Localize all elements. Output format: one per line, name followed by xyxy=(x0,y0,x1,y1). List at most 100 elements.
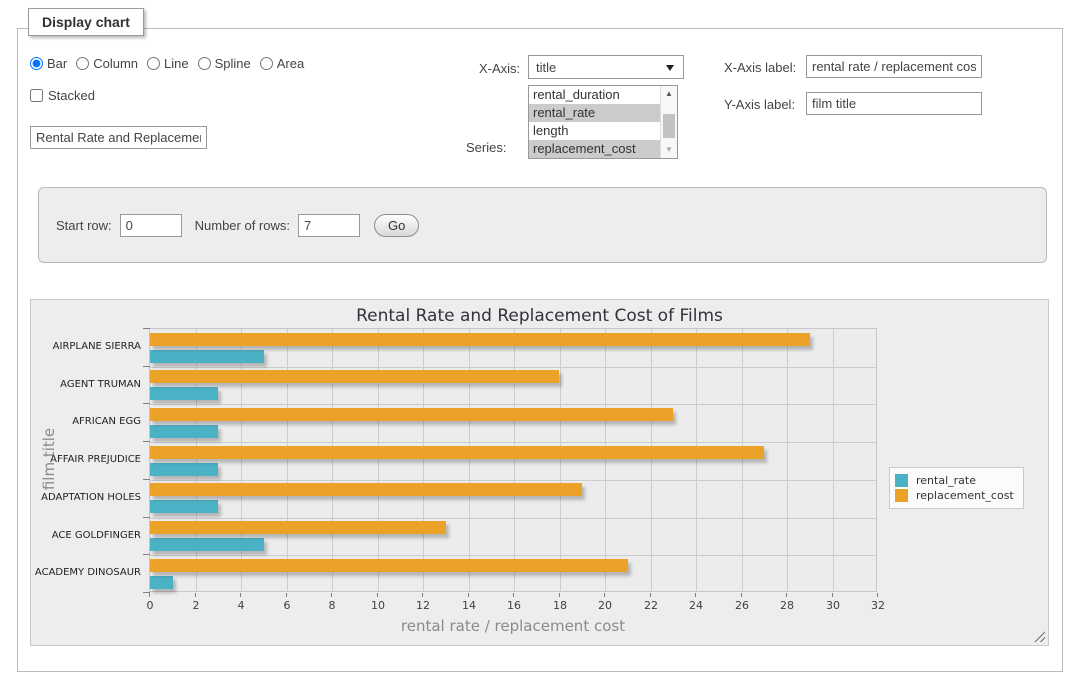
x-tick-label: 14 xyxy=(462,599,476,612)
y-tick-mark xyxy=(143,517,150,518)
gridline-horizontal xyxy=(150,367,876,368)
series-scrollbar[interactable]: ▲ ▼ xyxy=(660,86,677,158)
x-tick-label: 10 xyxy=(371,599,385,612)
chart-bar-rental_rate xyxy=(150,463,218,476)
category-label: ACADEMY DINOSAUR xyxy=(31,554,141,592)
series-option[interactable]: replacement_cost xyxy=(529,140,661,158)
chart-bar-rental_rate xyxy=(150,350,264,363)
gridline-vertical xyxy=(196,329,197,591)
x-tick-label: 22 xyxy=(644,599,658,612)
gridline-vertical xyxy=(787,329,788,591)
gridline-vertical xyxy=(605,329,606,591)
gridline-vertical xyxy=(332,329,333,591)
gridline-horizontal xyxy=(150,404,876,405)
chart-type-option-label[interactable]: Line xyxy=(164,56,189,71)
x-tick-mark xyxy=(331,593,332,597)
chart-title: Rental Rate and Replacement Cost of Film… xyxy=(31,306,1048,326)
x-tick-mark xyxy=(604,593,605,597)
chart-bar-replacement_cost xyxy=(150,408,673,421)
stacked-row[interactable]: Stacked xyxy=(30,88,95,103)
x-tick-label: 8 xyxy=(329,599,336,612)
stacked-checkbox[interactable] xyxy=(30,89,43,102)
scroll-up-icon[interactable]: ▲ xyxy=(661,87,677,101)
y-tick-mark xyxy=(143,403,150,404)
chart-type-option-label[interactable]: Bar xyxy=(47,56,67,71)
x-tick-mark xyxy=(422,593,423,597)
chart-bar-rental_rate xyxy=(150,538,264,551)
category-label: AGENT TRUMAN xyxy=(31,366,141,404)
y-axis-label-input[interactable] xyxy=(806,92,982,115)
chart-type-radio[interactable] xyxy=(198,57,211,70)
y-axis-label-label: Y-Axis label: xyxy=(724,97,795,112)
series-listbox[interactable]: rental_durationrental_ratelengthreplacem… xyxy=(528,85,678,159)
x-tick-mark xyxy=(695,593,696,597)
gridline-horizontal xyxy=(150,480,876,481)
chart-legend: rental_ratereplacement_cost xyxy=(889,467,1024,509)
chevron-down-icon xyxy=(666,65,674,71)
x-tick-mark xyxy=(513,593,514,597)
chart-type-radio[interactable] xyxy=(147,57,160,70)
plot-area xyxy=(149,328,877,592)
chart-type-option-label[interactable]: Column xyxy=(93,56,138,71)
series-option[interactable]: rental_rate xyxy=(529,104,661,122)
scroll-down-icon[interactable]: ▼ xyxy=(661,143,677,157)
x-axis-label-input[interactable] xyxy=(806,55,982,78)
x-axis-label-label: X-Axis label: xyxy=(724,60,796,75)
stacked-label[interactable]: Stacked xyxy=(48,88,95,103)
x-tick-label: 6 xyxy=(284,599,291,612)
series-option[interactable]: rental_duration xyxy=(529,86,661,104)
page: Display chart Bar Column Line Spline Area St… xyxy=(0,0,1081,681)
x-tick-mark xyxy=(786,593,787,597)
chart-type-option[interactable]: Area xyxy=(260,56,304,71)
chart-type-option[interactable]: Line xyxy=(147,56,189,71)
start-row-input[interactable] xyxy=(120,214,182,237)
gridline-vertical xyxy=(469,329,470,591)
resize-handle-icon[interactable] xyxy=(1034,631,1045,642)
go-button[interactable]: Go xyxy=(374,214,419,237)
gridline-vertical xyxy=(514,329,515,591)
x-tick-mark xyxy=(149,593,150,597)
gridline-vertical xyxy=(833,329,834,591)
category-label: AFRICAN EGG xyxy=(31,403,141,441)
chart-type-option[interactable]: Column xyxy=(76,56,138,71)
chart-type-option[interactable]: Bar xyxy=(30,56,67,71)
category-label: AFFAIR PREJUDICE xyxy=(31,441,141,479)
gridline-vertical xyxy=(696,329,697,591)
scroll-thumb[interactable] xyxy=(663,114,675,138)
chart-type-option[interactable]: Spline xyxy=(198,56,251,71)
start-row-label: Start row: xyxy=(56,218,112,233)
chart-type-option-label[interactable]: Spline xyxy=(215,56,251,71)
chart-container: Rental Rate and Replacement Cost of Film… xyxy=(30,299,1049,646)
panel-title: Display chart xyxy=(28,8,144,36)
series-option[interactable]: length xyxy=(529,122,661,140)
chart-type-option-label[interactable]: Area xyxy=(277,56,304,71)
gridline-horizontal xyxy=(150,518,876,519)
x-tick-label: 18 xyxy=(553,599,567,612)
x-tick-mark xyxy=(468,593,469,597)
x-tick-mark xyxy=(741,593,742,597)
gridline-vertical xyxy=(560,329,561,591)
y-tick-mark xyxy=(143,554,150,555)
y-tick-mark xyxy=(143,441,150,442)
x-tick-mark xyxy=(240,593,241,597)
legend-label: rental_rate xyxy=(916,474,976,487)
chart-title-input[interactable] xyxy=(30,126,207,149)
x-tick-mark xyxy=(650,593,651,597)
x-axis-select[interactable]: title xyxy=(528,55,684,79)
chart-bar-replacement_cost xyxy=(150,370,559,383)
x-tick-label: 2 xyxy=(193,599,200,612)
chart-type-radio[interactable] xyxy=(260,57,273,70)
x-tick-label: 4 xyxy=(238,599,245,612)
x-tick-mark xyxy=(286,593,287,597)
num-rows-input[interactable] xyxy=(298,214,360,237)
chart-bar-replacement_cost xyxy=(150,333,810,346)
legend-entry: rental_rate xyxy=(895,474,1014,487)
x-axis-picker-label: X-Axis: xyxy=(479,61,520,76)
chart-type-radio[interactable] xyxy=(30,57,43,70)
y-tick-mark xyxy=(143,592,150,593)
chart-bar-replacement_cost xyxy=(150,521,446,534)
chart-bar-rental_rate xyxy=(150,425,218,438)
x-tick-label: 24 xyxy=(689,599,703,612)
chart-type-radio[interactable] xyxy=(76,57,89,70)
category-label: ADAPTATION HOLES xyxy=(31,479,141,517)
